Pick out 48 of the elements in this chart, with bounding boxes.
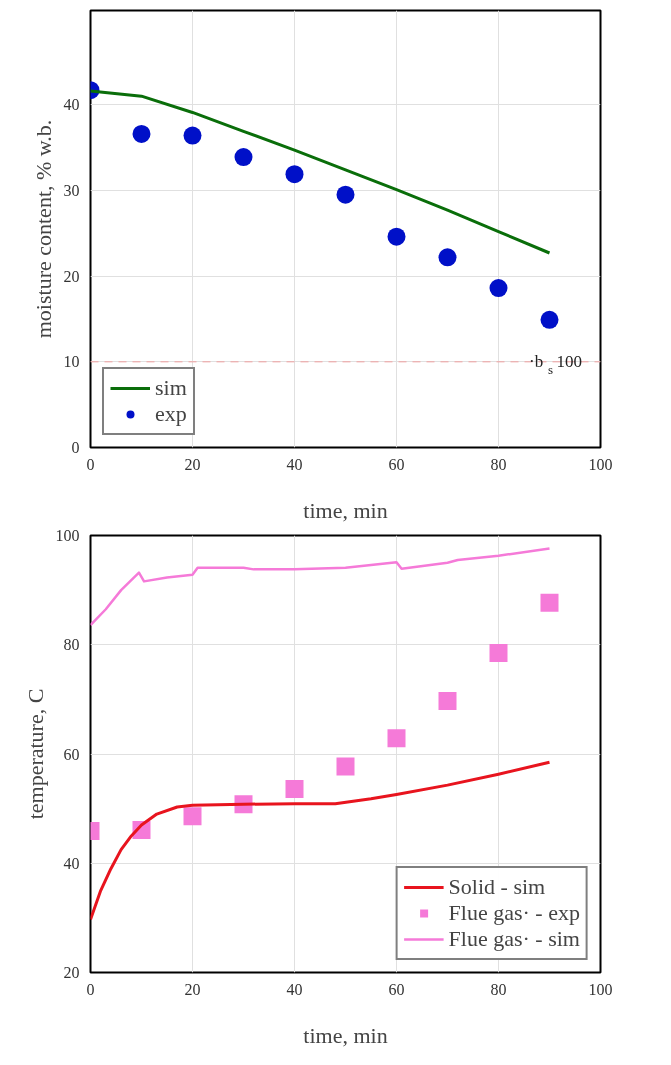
legend-label: Flue gas· - sim [448, 926, 580, 952]
x-tick-label: 100 [588, 980, 613, 998]
x-tick-label: 80 [490, 980, 507, 998]
x-tick-label: 40 [286, 980, 303, 998]
x-tick-label: 20 [184, 980, 201, 998]
legend-label: sim [155, 375, 187, 401]
legend-label: exp [155, 401, 187, 427]
x-tick-label: 80 [490, 455, 507, 473]
x-tick-label: 60 [388, 455, 405, 473]
x-axis-title: time, min [303, 1022, 388, 1048]
point [234, 148, 253, 167]
x-tick-label: 40 [286, 455, 303, 473]
point [387, 227, 406, 246]
x-tick-label: 0 [86, 455, 95, 473]
point [387, 729, 406, 748]
point [438, 692, 457, 711]
point [183, 807, 202, 826]
point [285, 165, 304, 184]
x-tick-label: 0 [86, 980, 95, 998]
y-tick-label: 100 [55, 527, 80, 544]
point [540, 593, 559, 612]
y-tick-label: 0 [71, 439, 80, 456]
point [132, 124, 151, 143]
y-tick-label: 40 [63, 96, 80, 114]
line-series [90, 547, 551, 627]
x-axis-title: time, min [303, 497, 388, 523]
legend-label: Solid - sim [448, 874, 546, 900]
y-tick-label: 20 [63, 964, 80, 981]
legend-label: Flue gas· - exp [448, 900, 580, 926]
x-tick-label: 60 [388, 980, 405, 998]
y-axis-title: temperature, C [22, 688, 48, 820]
point [489, 279, 508, 298]
point [336, 185, 355, 204]
point [489, 643, 508, 662]
y-tick-label: 20 [63, 267, 80, 285]
point [285, 779, 304, 798]
y-axis-title: moisture content, % w.b. [30, 119, 56, 339]
y-tick-label: 60 [63, 745, 80, 763]
point [336, 757, 355, 776]
y-tick-label: 80 [63, 636, 80, 654]
x-tick-label: 20 [184, 455, 201, 473]
y-tick-label: 10 [63, 353, 80, 371]
y-tick-label: 30 [63, 181, 80, 199]
y-tick-label: 40 [63, 854, 80, 872]
point [183, 126, 202, 145]
point [540, 310, 559, 329]
x-tick-label: 100 [588, 455, 613, 473]
point [438, 248, 457, 267]
